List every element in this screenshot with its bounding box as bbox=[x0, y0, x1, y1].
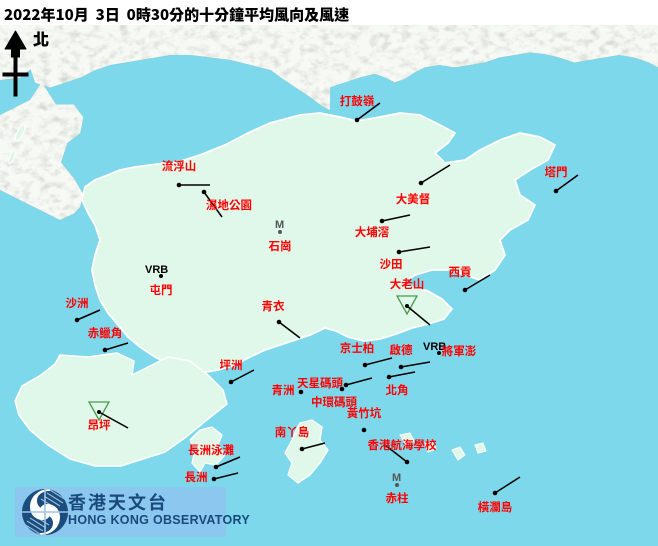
svg-text:橫瀾島: 橫瀾島 bbox=[478, 499, 513, 515]
svg-text:青衣: 青衣 bbox=[262, 298, 285, 314]
svg-text:坪洲: 坪洲 bbox=[220, 357, 243, 373]
svg-text:青洲: 青洲 bbox=[272, 382, 295, 398]
svg-text:M: M bbox=[275, 219, 284, 231]
svg-text:赤鱲角: 赤鱲角 bbox=[88, 325, 123, 341]
svg-text:北: 北 bbox=[33, 26, 49, 50]
svg-text:長洲: 長洲 bbox=[185, 469, 208, 485]
svg-text:塔門: 塔門 bbox=[545, 164, 568, 180]
svg-text:流浮山: 流浮山 bbox=[162, 158, 197, 174]
svg-text:打鼓嶺: 打鼓嶺 bbox=[340, 93, 375, 109]
svg-text:昂坪: 昂坪 bbox=[88, 417, 111, 433]
svg-text:濕地公園: 濕地公園 bbox=[206, 197, 252, 213]
svg-text:大老山: 大老山 bbox=[390, 276, 425, 292]
svg-text:西貢: 西貢 bbox=[449, 264, 472, 280]
svg-text:屯門: 屯門 bbox=[150, 282, 173, 298]
svg-text:將軍澎: 將軍澎 bbox=[442, 343, 477, 359]
svg-text:VRB: VRB bbox=[145, 264, 168, 276]
svg-text:啟德: 啟德 bbox=[390, 342, 413, 358]
svg-text:黃竹坑: 黃竹坑 bbox=[347, 405, 382, 421]
svg-text:赤柱: 赤柱 bbox=[386, 490, 409, 506]
svg-text:京士柏: 京士柏 bbox=[340, 340, 375, 356]
svg-text:沙洲: 沙洲 bbox=[66, 295, 89, 311]
svg-text:香港航海學校: 香港航海學校 bbox=[368, 437, 437, 453]
svg-text:石崗: 石崗 bbox=[269, 238, 292, 254]
svg-text:大美督: 大美督 bbox=[396, 191, 431, 207]
svg-text:M: M bbox=[392, 472, 401, 484]
svg-text:長洲泳灘: 長洲泳灘 bbox=[188, 442, 234, 458]
svg-text:沙田: 沙田 bbox=[380, 256, 403, 272]
svg-text:天星碼頭: 天星碼頭 bbox=[297, 375, 343, 391]
svg-text:北角: 北角 bbox=[386, 382, 409, 398]
svg-text:南丫島: 南丫島 bbox=[275, 424, 310, 440]
svg-text:大埔滘: 大埔滘 bbox=[355, 224, 390, 240]
